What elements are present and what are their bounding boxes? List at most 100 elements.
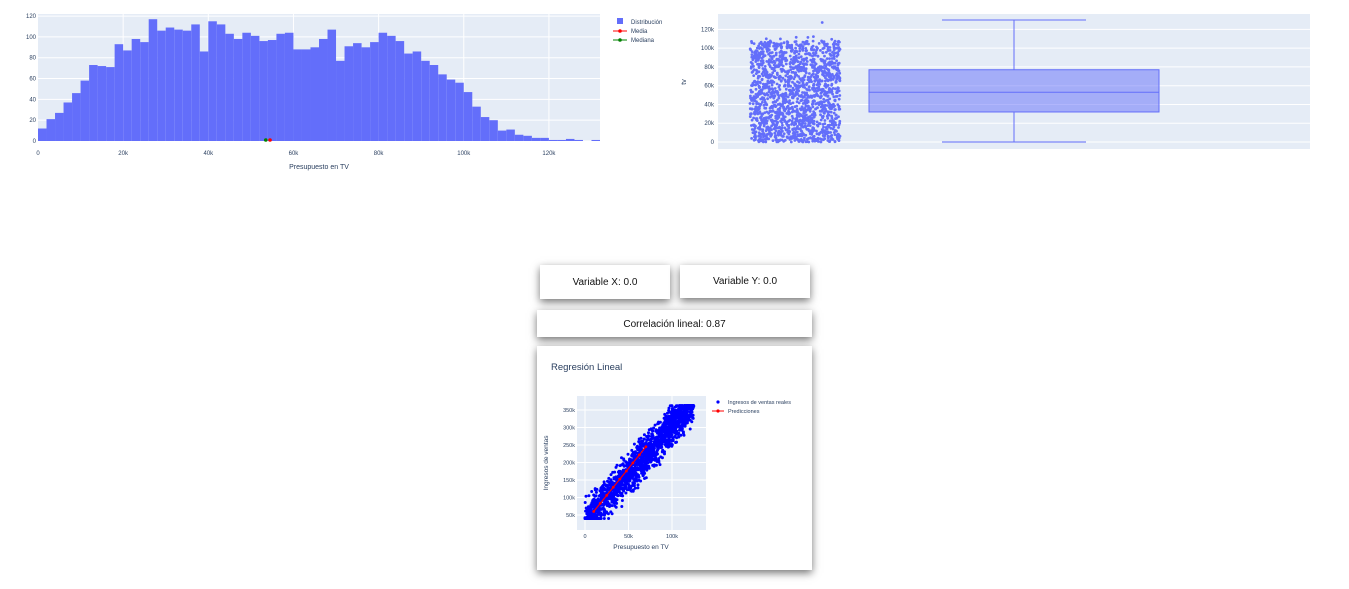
histogram-bar[interactable]	[55, 112, 64, 141]
histogram-bar[interactable]	[395, 41, 405, 141]
boxplot-point	[796, 111, 800, 114]
histogram-bar[interactable]	[327, 29, 337, 141]
histogram-bar[interactable]	[438, 74, 447, 141]
boxplot-point	[779, 138, 782, 142]
boxplot-point	[833, 121, 837, 125]
histogram-bar[interactable]	[174, 29, 183, 141]
boxplot-point	[807, 104, 810, 108]
histogram-bar[interactable]	[344, 46, 354, 141]
histogram-bar[interactable]	[157, 30, 166, 141]
histogram-bar[interactable]	[565, 138, 575, 141]
histogram-bar[interactable]	[574, 139, 583, 141]
histogram-bar[interactable]	[548, 139, 558, 141]
boxplot-point	[826, 95, 830, 98]
histogram-bar[interactable]	[267, 40, 277, 141]
boxplot-point	[770, 83, 774, 87]
histogram-bar[interactable]	[387, 35, 396, 141]
boxplot-point	[807, 107, 810, 110]
histogram-bar[interactable]	[80, 80, 90, 141]
boxplot-box[interactable]	[868, 69, 1160, 113]
regression-point	[641, 458, 645, 462]
histogram-bar[interactable]	[259, 41, 268, 141]
boxplot-point	[781, 123, 784, 127]
histogram-bar[interactable]	[421, 60, 430, 141]
regression-point	[691, 407, 695, 411]
histogram-bar[interactable]	[131, 38, 141, 141]
boxplot-point	[837, 105, 841, 109]
histogram-bar[interactable]	[72, 93, 81, 141]
boxplot-point	[761, 100, 764, 104]
boxplot-point	[799, 55, 803, 59]
regression-y-tick: 150k	[563, 478, 575, 484]
histogram-bar[interactable]	[165, 27, 175, 141]
histogram-bar[interactable]	[370, 42, 379, 142]
regression-point	[633, 453, 637, 457]
histogram-bar[interactable]	[591, 139, 600, 141]
histogram-bar[interactable]	[310, 47, 319, 141]
histogram-bar[interactable]	[242, 32, 251, 142]
histogram-bar[interactable]	[301, 49, 311, 141]
boxplot-point	[818, 122, 822, 125]
regression-point	[621, 487, 625, 491]
boxplot-point	[751, 81, 755, 85]
histogram-bar[interactable]	[540, 137, 549, 141]
histogram-bar[interactable]	[199, 51, 209, 141]
histogram-bar[interactable]	[523, 135, 532, 141]
histogram-bar[interactable]	[412, 51, 422, 141]
histogram-bar[interactable]	[89, 65, 98, 141]
regression-point	[585, 517, 589, 520]
histogram-bar[interactable]	[233, 38, 243, 141]
histogram-bar[interactable]	[293, 49, 302, 141]
histogram-bar[interactable]	[46, 119, 56, 141]
histogram-legend[interactable]: Distribución Media Mediana	[613, 18, 662, 44]
boxplot-point	[752, 74, 756, 77]
histogram-bar[interactable]	[114, 44, 124, 142]
histogram-bar[interactable]	[38, 128, 47, 141]
histogram-bar[interactable]	[106, 67, 115, 141]
histogram-bar[interactable]	[225, 33, 234, 142]
regression-legend[interactable]: Ingresos de ventas reales Predicciones	[712, 400, 791, 415]
regression-point	[647, 464, 651, 468]
histogram-bar[interactable]	[463, 92, 473, 141]
histogram-bar[interactable]	[514, 134, 524, 141]
boxplot-point	[779, 37, 782, 41]
regression-y-tick: 250k	[563, 443, 575, 449]
histogram-bar[interactable]	[97, 66, 107, 141]
histogram-bar[interactable]	[123, 50, 132, 141]
histogram-bar[interactable]	[336, 60, 345, 141]
histogram-bar[interactable]	[557, 139, 566, 141]
histogram-bar[interactable]	[455, 82, 464, 141]
boxplot-point	[812, 84, 815, 87]
histogram-bar[interactable]	[353, 43, 362, 142]
regression-x-tick: 0	[583, 534, 586, 540]
mean-marker[interactable]	[268, 138, 272, 142]
histogram-bar[interactable]	[472, 106, 481, 141]
regression-y-tick: 300k	[563, 426, 575, 432]
median-marker[interactable]	[263, 138, 268, 142]
boxplot-point	[787, 110, 791, 114]
histogram-bar[interactable]	[148, 19, 158, 141]
boxplot-y-tick: 80k	[704, 65, 715, 71]
histogram-bar[interactable]	[531, 137, 541, 141]
histogram-bar[interactable]	[216, 24, 226, 141]
histogram-bar[interactable]	[361, 47, 371, 141]
histogram-bar[interactable]	[276, 33, 285, 142]
histogram-bar[interactable]	[284, 32, 294, 142]
histogram-bar[interactable]	[250, 35, 260, 141]
histogram-bar[interactable]	[446, 79, 456, 141]
histogram-bar[interactable]	[378, 32, 388, 142]
boxplot-point	[788, 99, 791, 102]
histogram-bar[interactable]	[208, 21, 217, 142]
histogram-bar[interactable]	[191, 24, 200, 141]
histogram-bar[interactable]	[429, 65, 439, 141]
histogram-bar[interactable]	[319, 38, 328, 141]
boxplot-point	[794, 118, 798, 122]
histogram-bar[interactable]	[489, 120, 498, 141]
histogram-bar[interactable]	[63, 102, 73, 141]
histogram-bar[interactable]	[497, 130, 507, 141]
histogram-bar[interactable]	[182, 30, 192, 141]
histogram-bar[interactable]	[404, 53, 413, 142]
histogram-bar[interactable]	[506, 129, 515, 141]
histogram-bar[interactable]	[140, 42, 149, 142]
histogram-bar[interactable]	[480, 117, 490, 141]
